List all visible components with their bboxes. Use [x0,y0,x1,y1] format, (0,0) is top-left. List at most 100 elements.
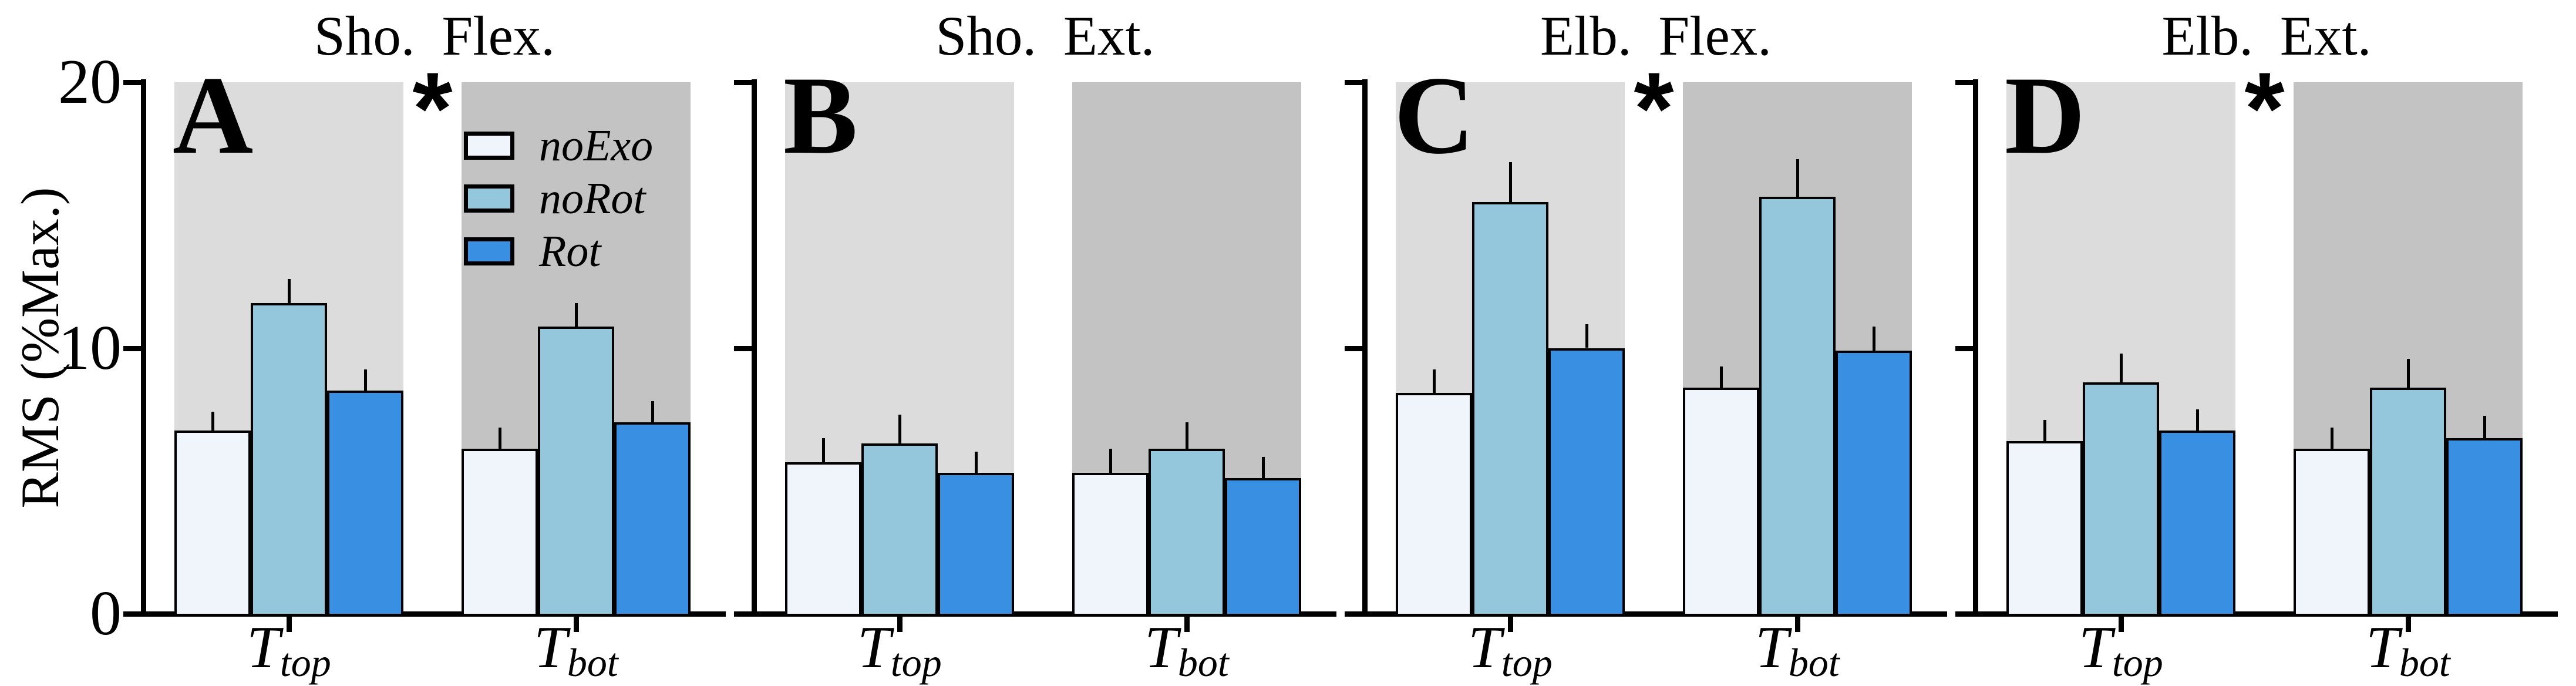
error-bar [651,401,654,423]
bar-noRot-ttop [861,443,938,616]
bar-noRot-tbot [538,327,614,616]
bar-Rot-ttop [1548,348,1625,616]
x-label-base: T [1468,614,1501,681]
panel-letter-b: B [783,54,858,177]
error-bar [1433,369,1436,394]
y-tick-mark [123,345,141,351]
x-tick-mark [1508,617,1513,632]
error-bar [975,451,978,473]
bar-noRot-tbot [1149,449,1225,616]
error-bar [499,428,501,449]
error-bar [1186,422,1188,449]
x-label-base: T [247,614,280,681]
error-bar [2120,353,2123,383]
x-tick-mark [2406,617,2411,632]
panel-a: Sho. Flex. 0 10 20 Ttop Tbot A * noExo noRot Rot [58,0,726,686]
error-bar [575,302,578,327]
y-axis-spine [1362,79,1368,617]
bar-noRot-ttop [2083,382,2159,616]
panel-d: Elb. Ext. Ttop Tbot D * [1955,0,2558,686]
bar-noExo-ttop [2006,440,2083,616]
bar-noRot-ttop [1472,201,1548,616]
bar-Rot-tbot [2446,438,2523,616]
y-tick-mark [1345,80,1362,85]
error-bar [1509,162,1512,202]
x-axis-line [1973,611,2558,617]
x-tick-label-bot: Tbot [2308,618,2508,682]
x-tick-label-bot: Tbot [476,618,676,682]
x-label-base: T [2079,614,2112,681]
bar-Rot-tbot [1836,351,1912,616]
x-tick-label-top: Ttop [189,618,389,682]
error-bar [822,438,825,463]
panel-title: Elb. Flex. [1540,5,1772,67]
y-tick-label: 0 [90,579,122,648]
error-bar [1720,366,1723,388]
legend-label: Rot [539,227,601,276]
panel-letter-d: D [2005,54,2086,177]
y-tick-mark [734,611,752,617]
x-tick-mark [1795,617,1800,632]
y-tick-mark [734,345,752,351]
panel-c: Elb. Flex. Ttop Tbot C * [1345,0,1947,686]
panel-title: Sho. Ext. [935,5,1155,67]
bar-Rot-ttop [2159,430,2235,616]
y-tick-mark [1345,611,1362,617]
x-label-subscript: bot [1177,640,1229,685]
x-tick-label-top: Ttop [800,618,999,682]
error-bar [2043,419,2046,441]
legend-swatch-rot [464,237,514,265]
error-bar [1873,327,1875,351]
x-label-subscript: top [1501,640,1553,685]
x-label-subscript: bot [2399,640,2450,685]
x-tick-mark [2119,617,2124,632]
bar-noExo-tbot [2294,449,2370,616]
x-label-subscript: bot [567,640,618,685]
x-label-base: T [857,614,891,681]
bar-noRot-tbot [2370,388,2446,616]
bar-noExo-tbot [1072,473,1149,616]
panel-title: Sho. Flex. [314,5,555,67]
y-axis-spine [1973,79,1978,617]
panel-letter-a: A [173,54,254,177]
legend-label: noRot [539,174,646,223]
legend-item-norot: noRot [464,176,646,221]
error-bar [1262,457,1265,479]
error-bar [1109,449,1112,473]
bar-Rot-tbot [614,422,691,616]
bar-noExo-ttop [174,430,251,616]
x-label-base: T [1144,614,1178,681]
panel-b: Sho. Ext. Ttop Tbot B [734,0,1336,686]
significance-asterisk: * [412,52,453,166]
error-bar [2331,428,2333,449]
y-tick-mark [1955,611,1973,617]
x-label-base: T [2366,614,2399,681]
error-bar [2407,358,2410,388]
bar-noExo-tbot [462,449,538,616]
y-tick-mark [123,611,141,617]
legend-item-rot: Rot [464,229,601,274]
error-bar [1585,324,1588,348]
bar-noExo-ttop [1396,393,1472,616]
bar-Rot-ttop [938,473,1014,616]
legend-item-noexo: noExo [464,123,653,168]
x-axis-line [752,611,1336,617]
y-tick-mark [734,80,752,85]
error-bar [2483,415,2486,439]
y-tick-label: 10 [58,312,122,383]
legend-swatch-noexo [464,132,514,160]
significance-asterisk: * [2244,52,2285,166]
legend: noExo noRot Rot [464,123,691,274]
y-tick-mark [1345,345,1362,351]
x-axis-line [141,611,726,617]
x-label-subscript: top [890,640,942,685]
bar-noRot-ttop [251,302,327,616]
x-tick-label-top: Ttop [2021,618,2221,682]
x-tick-mark [897,617,903,632]
error-bar [211,412,214,431]
bar-Rot-ttop [327,390,403,616]
error-bar [898,414,901,444]
bar-noExo-tbot [1683,388,1759,616]
x-label-base: T [534,614,567,681]
